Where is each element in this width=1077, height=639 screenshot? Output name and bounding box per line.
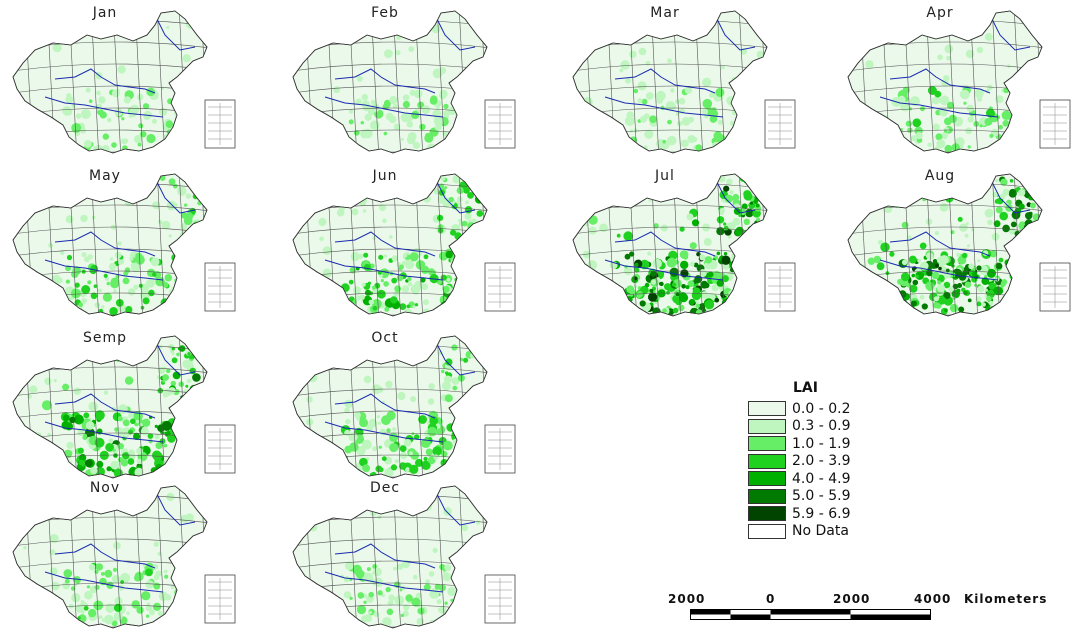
month-label: May [89, 168, 121, 184]
month-map-panel: Jul [565, 168, 815, 326]
month-map-panel: Jun [285, 168, 535, 326]
month-label: Mar [650, 5, 680, 21]
month-map [12, 173, 236, 317]
legend-swatch [748, 401, 786, 417]
month-label: Jul [655, 168, 675, 184]
month-label: Semp [82, 330, 128, 346]
month-label: Feb [371, 5, 399, 21]
month-map [12, 10, 236, 154]
month-map [12, 335, 236, 479]
legend-swatch [748, 488, 786, 504]
lai-patches [13, 11, 207, 153]
month-label: Apr [926, 5, 954, 21]
legend-row: 4.0 - 4.9 [748, 470, 948, 488]
legend-label: 1.0 - 1.9 [792, 435, 851, 452]
month-map-panel: Semp [5, 330, 255, 488]
month-map-panel: Dec [285, 480, 535, 638]
month-map-panel: Aug [840, 168, 1077, 326]
legend-row: 0.3 - 0.9 [748, 418, 948, 436]
scale-bar-graphic [690, 609, 931, 620]
month-map [12, 485, 236, 629]
month-map-panel: Apr [840, 5, 1077, 163]
legend-row: 2.0 - 3.9 [748, 453, 948, 471]
month-map-panel: Nov [5, 480, 255, 638]
month-map [847, 173, 1071, 317]
month-map [292, 10, 516, 154]
legend-row: 5.9 - 6.9 [748, 505, 948, 523]
month-map [572, 10, 796, 154]
scale-unit: Kilometers [964, 592, 1048, 606]
month-label: Jan [92, 5, 118, 21]
legend-label: No Data [792, 523, 849, 540]
legend-swatch [748, 471, 786, 487]
month-label: Jun [372, 168, 398, 184]
legend-label: 4.0 - 4.9 [792, 470, 851, 487]
month-map-panel: Mar [565, 5, 815, 163]
legend-row: 5.0 - 5.9 [748, 488, 948, 506]
legend-swatch [748, 436, 786, 452]
legend-row: 0.0 - 0.2 [748, 400, 948, 418]
legend-label: 2.0 - 3.9 [792, 453, 851, 470]
legend-label: 0.3 - 0.9 [792, 418, 851, 435]
legend-row: 1.0 - 1.9 [748, 435, 948, 453]
scale-label-2000-right: 2000 [833, 592, 871, 606]
legend-label: 0.0 - 0.2 [792, 400, 851, 417]
scale-label-2000-left: 2000 [668, 592, 706, 606]
month-map-panel: Jan [5, 5, 255, 163]
scale-label-0: 0 [766, 592, 776, 606]
legend-swatch [748, 506, 786, 522]
month-label: Aug [924, 168, 956, 184]
lai-legend: LAI 0.0 - 0.2 0.3 - 0.9 1.0 - 1.9 2.0 - 3.9… [748, 380, 948, 540]
month-map-panel: Feb [285, 5, 535, 163]
scale-bar: 2000 0 2000 4000 Kilometers [668, 592, 1068, 632]
legend-row: No Data [748, 523, 948, 541]
legend-label: 5.0 - 5.9 [792, 488, 851, 505]
month-map-panel: May [5, 168, 255, 326]
month-map [292, 173, 516, 317]
month-map [847, 10, 1071, 154]
lai-patches [13, 336, 207, 478]
month-label: Nov [89, 480, 121, 496]
month-map [292, 485, 516, 629]
legend-title: LAI [793, 380, 818, 396]
month-label: Dec [369, 480, 401, 496]
month-map [292, 335, 516, 479]
legend-swatch [748, 453, 786, 469]
legend-label: 5.9 - 6.9 [792, 505, 851, 522]
month-map-panel: Oct [285, 330, 535, 488]
scale-label-4000: 4000 [914, 592, 952, 606]
legend-swatch [748, 418, 786, 434]
month-map [572, 173, 796, 317]
month-label: Oct [371, 330, 399, 346]
legend-swatch [748, 523, 786, 539]
